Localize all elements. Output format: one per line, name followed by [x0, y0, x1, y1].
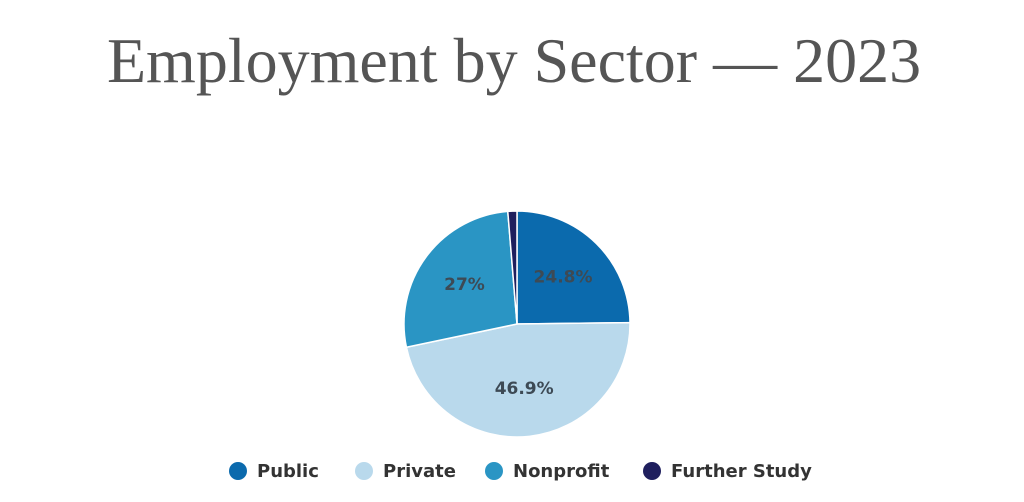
legend-label: Nonprofit — [513, 461, 610, 482]
data-label: 46.9% — [495, 379, 554, 399]
pie-slice — [403, 210, 518, 349]
legend-label: Public — [257, 461, 319, 482]
data-label: 24.8% — [534, 267, 593, 287]
legend-label: Further Study — [671, 461, 812, 482]
pie-slice — [516, 210, 631, 325]
legend-label: Private — [383, 461, 456, 482]
data-label: 27% — [444, 275, 485, 295]
legend-marker — [229, 462, 247, 480]
chart-title: Employment by Sector — 2023 — [107, 25, 921, 96]
pie-slice — [405, 321, 631, 438]
pie-slice — [506, 210, 518, 325]
legend-marker — [485, 462, 503, 480]
legend-marker — [643, 462, 661, 480]
legend-marker — [355, 462, 373, 480]
